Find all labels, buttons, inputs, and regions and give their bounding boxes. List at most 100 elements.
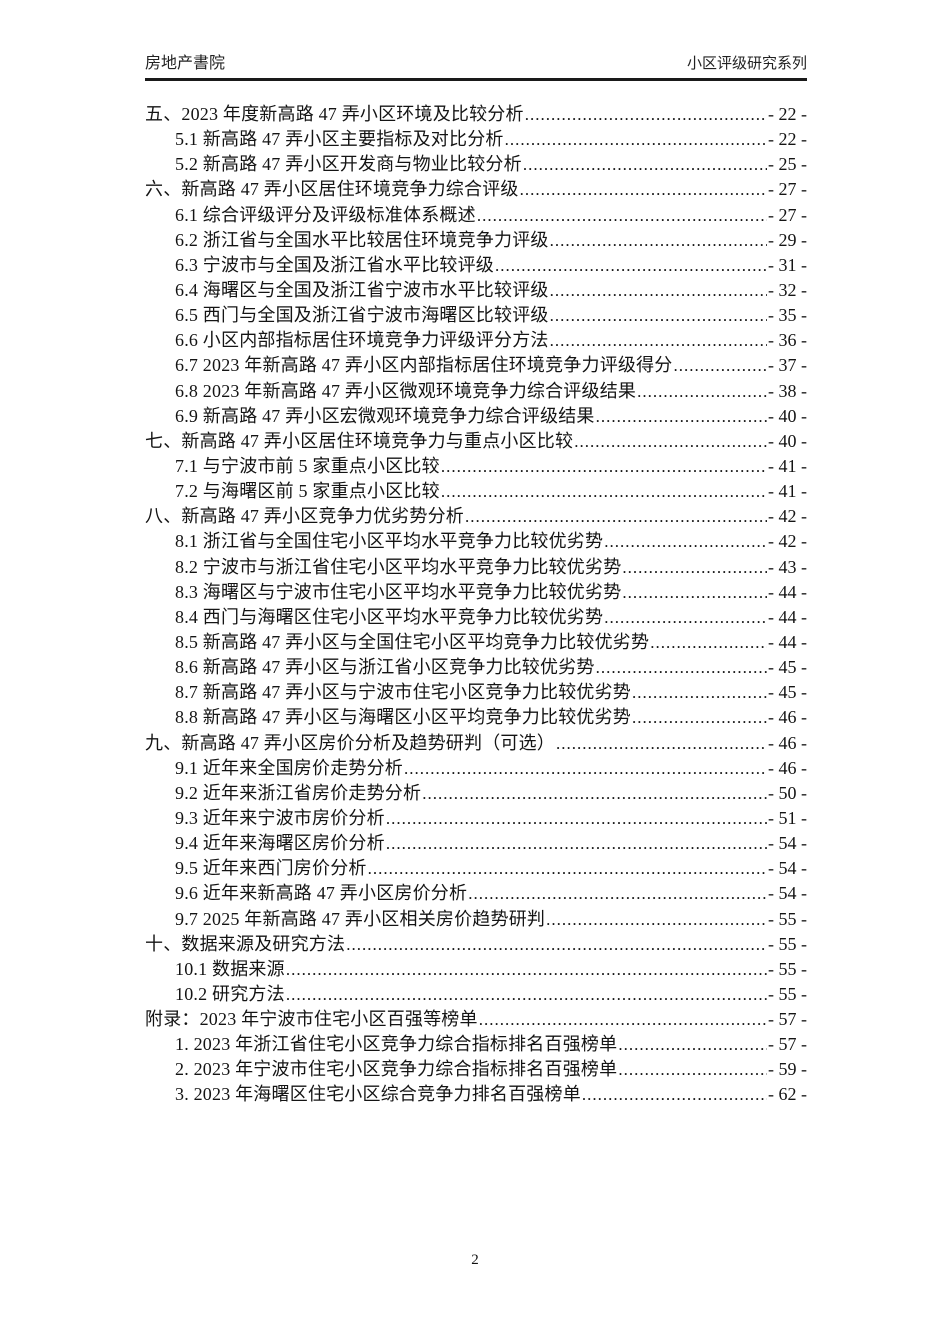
toc-entry: 7.1 与宁波市前 5 家重点小区比较 - 41 - bbox=[145, 454, 807, 479]
toc-page-number: - 51 - bbox=[768, 807, 807, 828]
toc-leader-dots bbox=[422, 781, 767, 806]
toc-entry: 9.2 近年来浙江省房价走势分析 - 50 - bbox=[145, 781, 807, 806]
toc-entry-title: 6.9 新高路 47 弄小区宏微观环境竞争力综合评级结果 bbox=[175, 405, 595, 426]
toc-leader-dots bbox=[618, 1057, 767, 1082]
toc-page-number: - 46 - bbox=[768, 707, 807, 728]
toc-leader-dots bbox=[465, 504, 767, 529]
toc-entry: 10.2 研究方法 - 55 - bbox=[145, 982, 807, 1007]
toc-leader-dots bbox=[622, 555, 767, 580]
toc-leader-dots bbox=[404, 756, 767, 781]
toc-leader-dots bbox=[495, 253, 767, 278]
toc-page-number: - 62 - bbox=[768, 1084, 807, 1105]
toc-entry: 8.3 海曙区与宁波市住宅小区平均水平竞争力比较优劣势 - 44 - bbox=[145, 580, 807, 605]
toc-page-number: - 35 - bbox=[768, 305, 807, 326]
toc-entry-title: 9.6 近年来新高路 47 弄小区房价分析 bbox=[175, 883, 468, 904]
toc-leader-dots bbox=[674, 353, 768, 378]
toc-entry: 9.7 2025 年新高路 47 弄小区相关房价趋势研判 - 55 - bbox=[145, 907, 807, 932]
toc-entry-title: 6.8 2023 年新高路 47 弄小区微观环境竞争力综合评级结果 bbox=[175, 380, 637, 401]
toc-entry-title: 8.5 新高路 47 弄小区与全国住宅小区平均竞争力比较优劣势 bbox=[175, 631, 650, 652]
toc-entry-title: 8.3 海曙区与宁波市住宅小区平均水平竞争力比较优劣势 bbox=[175, 581, 622, 602]
toc-leader-dots bbox=[604, 605, 767, 630]
toc-page-number: - 46 - bbox=[768, 732, 807, 753]
toc-leader-dots bbox=[596, 655, 767, 680]
toc-page-number: - 25 - bbox=[768, 154, 807, 175]
toc-page-number: - 59 - bbox=[768, 1059, 807, 1080]
toc-entry-title: 10.2 研究方法 bbox=[175, 983, 285, 1004]
toc-leader-dots bbox=[441, 454, 767, 479]
toc-leader-dots bbox=[468, 881, 767, 906]
toc-page-number: - 54 - bbox=[768, 883, 807, 904]
toc-page-number: - 41 - bbox=[768, 481, 807, 502]
toc-page-number: - 55 - bbox=[768, 983, 807, 1004]
toc-leader-dots bbox=[520, 177, 767, 202]
toc-entry-title: 8.2 宁波市与浙江省住宅小区平均水平竞争力比较优劣势 bbox=[175, 556, 622, 577]
toc-entry-title: 9.7 2025 年新高路 47 弄小区相关房价趋势研判 bbox=[175, 908, 546, 929]
toc-entry: 2. 2023 年宁波市住宅小区竞争力综合指标排名百强榜单 - 59 - bbox=[145, 1057, 807, 1082]
toc-entry: 9.1 近年来全国房价走势分析 - 46 - bbox=[145, 756, 807, 781]
toc-entry-title: 6.4 海曙区与全国及浙江省宁波市水平比较评级 bbox=[175, 279, 549, 300]
toc-entry-title: 七、新高路 47 弄小区居住环境竞争力与重点小区比较 bbox=[145, 430, 574, 451]
toc-entry: 3. 2023 年海曙区住宅小区综合竞争力排名百强榜单 - 62 - bbox=[145, 1082, 807, 1107]
toc-entry-title: 5.2 新高路 47 弄小区开发商与物业比较分析 bbox=[175, 154, 522, 175]
toc-leader-dots bbox=[441, 479, 767, 504]
toc-page-number: - 22 - bbox=[768, 104, 807, 124]
toc-entry: 五、2023 年度新高路 47 弄小区环境及比较分析 - 22 - bbox=[145, 102, 807, 127]
toc-entry: 6.8 2023 年新高路 47 弄小区微观环境竞争力综合评级结果 - 38 - bbox=[145, 379, 807, 404]
toc-entry-title: 附录：2023 年宁波市住宅小区百强等榜单 bbox=[145, 1009, 478, 1030]
toc-page-number: - 27 - bbox=[768, 179, 807, 200]
header-left-title: 房地产書院 bbox=[145, 55, 226, 72]
toc-page-number: - 42 - bbox=[768, 506, 807, 527]
toc-page-number: - 44 - bbox=[768, 606, 807, 627]
toc-entry-title: 2. 2023 年宁波市住宅小区竞争力综合指标排名百强榜单 bbox=[175, 1059, 618, 1080]
toc-entry-title: 六、新高路 47 弄小区居住环境竞争力综合评级 bbox=[145, 179, 519, 200]
toc-entry: 8.5 新高路 47 弄小区与全国住宅小区平均竞争力比较优劣势 - 44 - bbox=[145, 630, 807, 655]
toc-page-number: - 31 - bbox=[768, 254, 807, 275]
toc-entry: 6.2 浙江省与全国水平比较居住环境竞争力评级 - 29 - bbox=[145, 228, 807, 253]
toc-entry: 六、新高路 47 弄小区居住环境竞争力综合评级 - 27 - bbox=[145, 177, 807, 202]
toc-leader-dots bbox=[550, 278, 767, 303]
toc-entry: 十、数据来源及研究方法 - 55 - bbox=[145, 932, 807, 957]
toc-leader-dots bbox=[523, 152, 767, 177]
toc-entry: 8.4 西门与海曙区住宅小区平均水平竞争力比较优劣势 - 44 - bbox=[145, 605, 807, 630]
toc-page-number: - 54 - bbox=[768, 858, 807, 879]
toc-page-number: - 37 - bbox=[768, 355, 807, 376]
toc-page-number: - 44 - bbox=[768, 581, 807, 602]
toc-entry: 6.4 海曙区与全国及浙江省宁波市水平比较评级 - 32 - bbox=[145, 278, 807, 303]
toc-entry: 七、新高路 47 弄小区居住环境竞争力与重点小区比较 - 40 - bbox=[145, 429, 807, 454]
toc-entry-title: 3. 2023 年海曙区住宅小区综合竞争力排名百强榜单 bbox=[175, 1084, 581, 1105]
toc-entry: 6.3 宁波市与全国及浙江省水平比较评级 - 31 - bbox=[145, 253, 807, 278]
toc-leader-dots bbox=[550, 303, 767, 328]
toc-page-number: - 50 - bbox=[768, 782, 807, 803]
toc-entry: 附录：2023 年宁波市住宅小区百强等榜单 - 57 - bbox=[145, 1007, 807, 1032]
toc-entry: 6.7 2023 年新高路 47 弄小区内部指标居住环境竞争力评级得分 - 37… bbox=[145, 353, 807, 378]
toc-leader-dots bbox=[286, 957, 767, 982]
toc-leader-dots bbox=[637, 379, 767, 404]
toc-entry: 7.2 与海曙区前 5 家重点小区比较 - 41 - bbox=[145, 479, 807, 504]
toc-leader-dots bbox=[386, 831, 767, 856]
toc-leader-dots bbox=[286, 982, 767, 1007]
toc-entry: 9.4 近年来海曙区房价分析 - 54 - bbox=[145, 831, 807, 856]
toc-entry: 8.2 宁波市与浙江省住宅小区平均水平竞争力比较优劣势 - 43 - bbox=[145, 555, 807, 580]
toc-leader-dots bbox=[650, 630, 767, 655]
toc-entry-title: 6.1 综合评级评分及评级标准体系概述 bbox=[175, 204, 476, 225]
toc-entry: 9.5 近年来西门房价分析 - 54 - bbox=[145, 856, 807, 881]
toc-leader-dots bbox=[346, 932, 767, 957]
toc-leader-dots bbox=[505, 127, 767, 152]
toc-entry-title: 九、新高路 47 弄小区房价分析及趋势研判（可选） bbox=[145, 732, 555, 753]
toc-leader-dots bbox=[556, 731, 767, 756]
toc-entry-title: 9.4 近年来海曙区房价分析 bbox=[175, 833, 385, 854]
table-of-contents: 五、2023 年度新高路 47 弄小区环境及比较分析 - 22 - 5.1 新高… bbox=[145, 102, 807, 1108]
toc-page-number: - 29 - bbox=[768, 229, 807, 250]
toc-entry-title: 9.3 近年来宁波市房价分析 bbox=[175, 807, 385, 828]
toc-page-number: - 40 - bbox=[768, 405, 807, 426]
toc-entry-title: 6.3 宁波市与全国及浙江省水平比较评级 bbox=[175, 254, 494, 275]
toc-page-number: - 55 - bbox=[768, 958, 807, 979]
toc-entry: 九、新高路 47 弄小区房价分析及趋势研判（可选） - 46 - bbox=[145, 731, 807, 756]
toc-entry: 6.9 新高路 47 弄小区宏微观环境竞争力综合评级结果 - 40 - bbox=[145, 404, 807, 429]
toc-page-number: - 57 - bbox=[768, 1009, 807, 1030]
toc-leader-dots bbox=[479, 1007, 767, 1032]
toc-entry-title: 5.1 新高路 47 弄小区主要指标及对比分析 bbox=[175, 129, 504, 150]
toc-entry: 6.5 西门与全国及浙江省宁波市海曙区比较评级 - 35 - bbox=[145, 303, 807, 328]
toc-page-number: - 40 - bbox=[768, 430, 807, 451]
